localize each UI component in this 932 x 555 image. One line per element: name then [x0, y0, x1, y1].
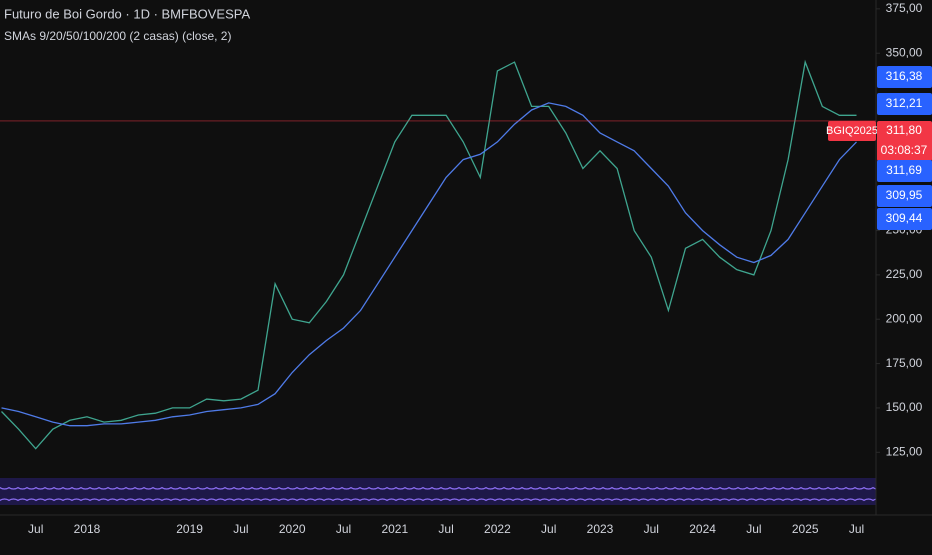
y-tick-label: 350,00 — [886, 45, 923, 59]
price-tag-label: 311,69 — [886, 163, 922, 177]
timer-label: 03:08:37 — [881, 143, 928, 157]
chart-title: Futuro de Boi Gordo · 1D · BMFBOVESPA — [4, 6, 250, 21]
x-tick-label: Jul — [233, 522, 248, 536]
price-tag — [877, 185, 932, 207]
x-tick-label: Jul — [849, 522, 864, 536]
price-tag-label: 316,38 — [886, 69, 923, 83]
price-tag-label: 309,95 — [886, 188, 923, 202]
x-tick-label: 2023 — [587, 522, 614, 536]
x-tick-label: 2022 — [484, 522, 511, 536]
price-tag-label: 309,44 — [886, 211, 923, 225]
price-tag — [877, 93, 932, 115]
price-tag — [877, 208, 932, 230]
indicator-label: SMAs 9/20/50/100/200 (2 casas) (close, 2… — [4, 29, 231, 43]
session-pattern — [0, 478, 876, 505]
y-tick-label: 125,00 — [886, 444, 923, 458]
x-tick-label: 2024 — [689, 522, 716, 536]
x-tick-label: Jul — [438, 522, 453, 536]
x-tick-label: 2019 — [176, 522, 203, 536]
x-tick-label: 2020 — [279, 522, 306, 536]
y-tick-label: 150,00 — [886, 400, 923, 414]
x-tick-label: Jul — [746, 522, 761, 536]
x-tick-label: 2025 — [792, 522, 819, 536]
y-tick-label: 375,00 — [886, 1, 923, 15]
x-tick-label: 2018 — [74, 522, 101, 536]
symbol-tag — [828, 121, 876, 141]
x-tick-label: Jul — [644, 522, 659, 536]
price-tag-label: 311,80 — [886, 123, 922, 137]
price-tag-label: 312,21 — [886, 96, 923, 110]
x-tick-label: 2021 — [381, 522, 408, 536]
y-tick-label: 200,00 — [886, 311, 923, 325]
y-tick-label: 225,00 — [886, 267, 923, 281]
price-line — [1, 102, 857, 427]
x-tick-label: Jul — [541, 522, 556, 536]
price-line — [1, 59, 857, 450]
symbol-label: BGIQ2025 — [826, 125, 878, 137]
y-tick-label: 175,00 — [886, 356, 923, 370]
x-tick-label: Jul — [28, 522, 43, 536]
price-tag — [877, 160, 932, 182]
price-tag — [877, 66, 932, 88]
price-tag — [877, 121, 932, 161]
x-tick-label: Jul — [336, 522, 351, 536]
